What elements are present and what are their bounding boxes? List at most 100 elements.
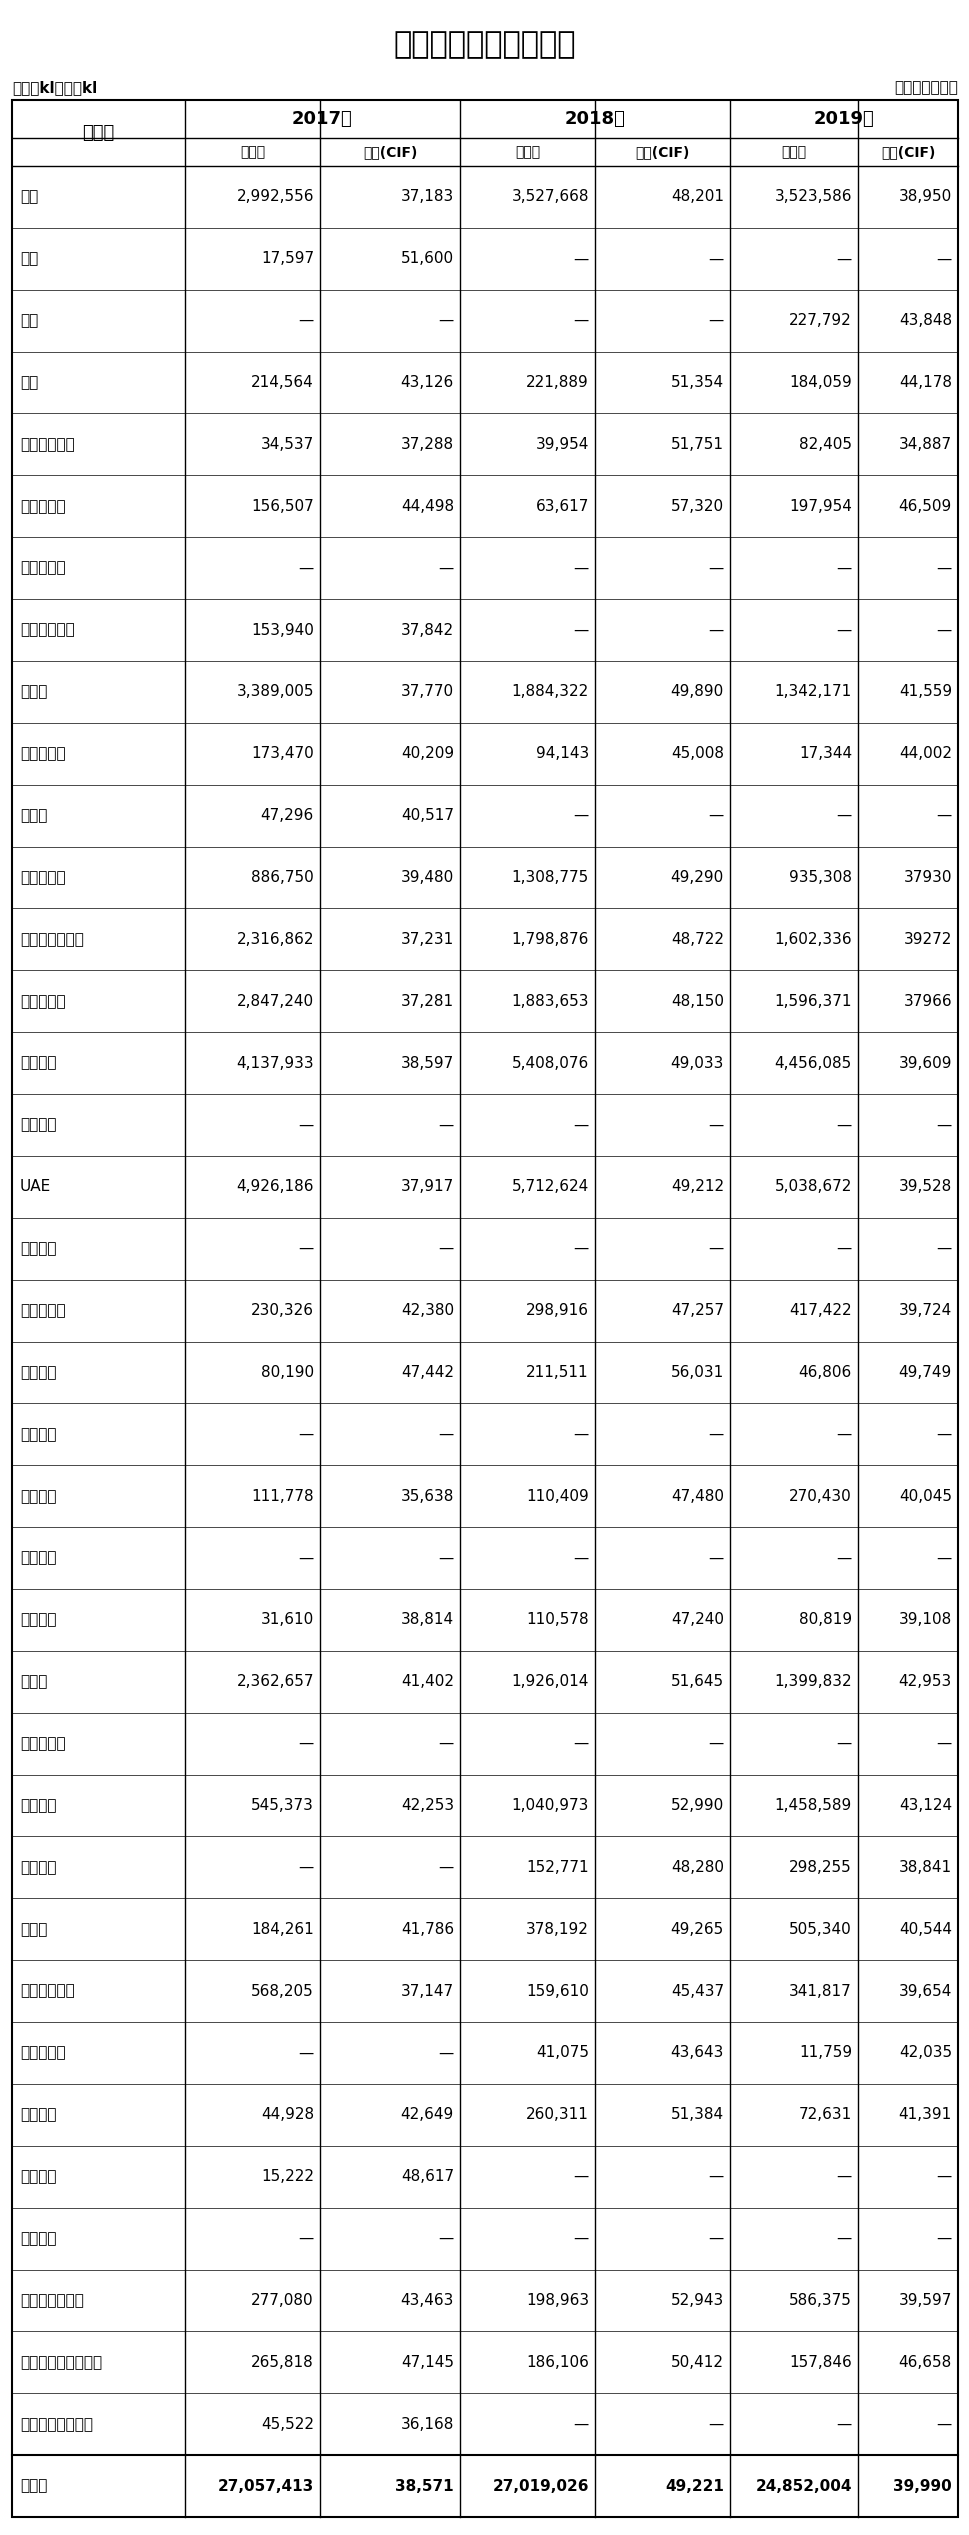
Text: 39,990: 39,990 (892, 2479, 951, 2494)
Text: 37,183: 37,183 (400, 190, 453, 205)
Text: 37,281: 37,281 (400, 994, 453, 1009)
Text: —: — (836, 1736, 851, 1752)
Text: 51,600: 51,600 (400, 251, 453, 266)
Text: 214,564: 214,564 (251, 375, 314, 390)
Text: 11,759: 11,759 (798, 2046, 851, 2061)
Text: 50,412: 50,412 (671, 2355, 723, 2370)
Text: 48,722: 48,722 (671, 933, 723, 948)
Text: —: — (836, 1242, 851, 1257)
Text: 1,596,371: 1,596,371 (773, 994, 851, 1009)
Text: —: — (573, 1736, 588, 1752)
Text: 単価(CIF): 単価(CIF) (635, 144, 689, 160)
Text: —: — (573, 2416, 588, 2431)
Text: —: — (708, 560, 723, 575)
Text: 39,597: 39,597 (897, 2294, 951, 2307)
Text: 44,498: 44,498 (400, 499, 453, 515)
Text: 31,610: 31,610 (261, 1612, 314, 1627)
Text: —: — (836, 251, 851, 266)
Text: 49,890: 49,890 (670, 684, 723, 700)
Text: —: — (573, 624, 588, 636)
Text: 37930: 37930 (902, 870, 951, 885)
Text: 56,031: 56,031 (670, 1364, 723, 1379)
Text: ペルー: ペルー (20, 1922, 47, 1937)
Text: 51,384: 51,384 (671, 2107, 723, 2122)
Text: 82,405: 82,405 (798, 436, 851, 451)
Text: カタール: カタール (20, 1055, 56, 1070)
Text: —: — (298, 2046, 314, 2061)
Text: —: — (438, 1861, 453, 1876)
Text: 57,320: 57,320 (671, 499, 723, 515)
Text: 80,819: 80,819 (798, 1612, 851, 1627)
Text: 中国: 中国 (20, 251, 38, 266)
Text: 43,848: 43,848 (898, 314, 951, 327)
Text: 35,638: 35,638 (400, 1488, 453, 1503)
Text: —: — (936, 1551, 951, 1567)
Text: 南アフリカ: 南アフリカ (20, 2046, 66, 2061)
Text: 49,221: 49,221 (665, 2479, 723, 2494)
Text: —: — (936, 2231, 951, 2246)
Text: 17,597: 17,597 (261, 251, 314, 266)
Text: 韓国: 韓国 (20, 190, 38, 205)
Text: 2018年: 2018年 (564, 109, 625, 127)
Text: 44,002: 44,002 (898, 745, 951, 760)
Text: 111,778: 111,778 (251, 1488, 314, 1503)
Text: 52,943: 52,943 (670, 2294, 723, 2307)
Text: 37966: 37966 (902, 994, 951, 1009)
Text: 39,480: 39,480 (400, 870, 453, 885)
Text: 台湾: 台湾 (20, 314, 38, 327)
Text: —: — (573, 1242, 588, 1257)
Text: 2,362,657: 2,362,657 (236, 1673, 314, 1688)
Text: 197,954: 197,954 (789, 499, 851, 515)
Text: —: — (438, 1736, 453, 1752)
Text: 1,926,014: 1,926,014 (511, 1673, 588, 1688)
Text: オーストラリア: オーストラリア (20, 2294, 83, 2307)
Text: —: — (298, 314, 314, 327)
Text: 260,311: 260,311 (525, 2107, 588, 2122)
Text: —: — (836, 1427, 851, 1442)
Text: 173,470: 173,470 (251, 745, 314, 760)
Text: 43,126: 43,126 (400, 375, 453, 390)
Text: —: — (936, 2170, 951, 2185)
Text: アルジェリア: アルジェリア (20, 1982, 75, 1998)
Text: —: — (438, 1118, 453, 1133)
Text: エストニア: エストニア (20, 1736, 66, 1752)
Text: 41,402: 41,402 (400, 1673, 453, 1688)
Text: —: — (573, 314, 588, 327)
Text: 43,124: 43,124 (898, 1797, 951, 1813)
Text: インド: インド (20, 684, 47, 700)
Text: 1,883,653: 1,883,653 (511, 994, 588, 1009)
Text: —: — (573, 2231, 588, 2246)
Text: 47,257: 47,257 (671, 1303, 723, 1318)
Text: 合　計: 合 計 (20, 2479, 47, 2494)
Text: イエメン: イエメン (20, 1242, 56, 1257)
Text: 輸入量: 輸入量 (239, 144, 265, 160)
Text: —: — (836, 1551, 851, 1567)
Text: —: — (936, 1427, 951, 1442)
Text: 2,992,556: 2,992,556 (236, 190, 314, 205)
Text: 17,344: 17,344 (798, 745, 851, 760)
Text: 5,408,076: 5,408,076 (512, 1055, 588, 1070)
Text: オマーン: オマーン (20, 1118, 56, 1133)
Text: 48,150: 48,150 (671, 994, 723, 1009)
Text: 27,019,026: 27,019,026 (492, 2479, 588, 2494)
Text: 49,749: 49,749 (898, 1364, 951, 1379)
Text: エジプト: エジプト (20, 2107, 56, 2122)
Text: 1,798,876: 1,798,876 (511, 933, 588, 948)
Text: —: — (438, 2231, 453, 2246)
Text: 単価(CIF): 単価(CIF) (880, 144, 934, 160)
Text: 49,033: 49,033 (670, 1055, 723, 1070)
Text: 5,712,624: 5,712,624 (512, 1179, 588, 1194)
Text: 3,523,586: 3,523,586 (773, 190, 851, 205)
Text: 37,842: 37,842 (400, 624, 453, 636)
Text: 42,953: 42,953 (898, 1673, 951, 1688)
Text: フィリピン: フィリピン (20, 560, 66, 575)
Text: 3,389,005: 3,389,005 (236, 684, 314, 700)
Text: 1,308,775: 1,308,775 (512, 870, 588, 885)
Text: 48,280: 48,280 (671, 1861, 723, 1876)
Text: 38,950: 38,950 (898, 190, 951, 205)
Text: —: — (708, 251, 723, 266)
Text: 277,080: 277,080 (251, 2294, 314, 2307)
Text: 184,261: 184,261 (251, 1922, 314, 1937)
Text: —: — (708, 314, 723, 327)
Text: 298,916: 298,916 (525, 1303, 588, 1318)
